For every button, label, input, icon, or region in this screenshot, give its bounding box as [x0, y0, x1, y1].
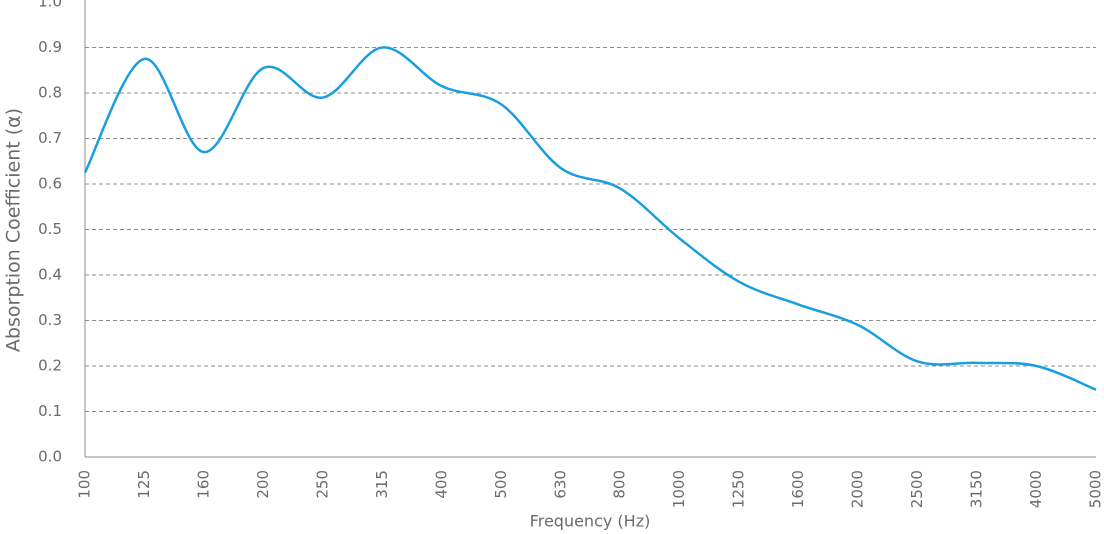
y-tick-label: 0.4	[38, 266, 62, 284]
y-tick-label: 0.5	[38, 220, 62, 238]
x-tick-label: 315	[373, 470, 391, 499]
x-tick-label: 800	[611, 470, 629, 499]
x-tick-label: 250	[313, 470, 331, 499]
x-tick-label: 100	[76, 470, 94, 499]
x-tick-label: 160	[194, 470, 212, 499]
y-tick-label: 0.1	[38, 402, 62, 420]
x-tick-label: 125	[135, 470, 153, 499]
y-axis-title: Absorption Coefficient (α)	[3, 108, 25, 352]
y-tick-label: 0.6	[38, 175, 62, 193]
x-tick-label: 4000	[1027, 470, 1045, 508]
y-tick-label: 0.7	[38, 129, 62, 147]
x-tick-label: 1000	[670, 470, 688, 508]
x-tick-label: 1250	[730, 470, 748, 508]
y-tick-label: 1.0	[38, 0, 62, 11]
y-tick-label: 0.9	[38, 38, 62, 56]
y-tick-label: 0.8	[38, 84, 62, 102]
x-tick-label: 400	[432, 470, 450, 499]
y-tick-label: 0.0	[38, 448, 62, 466]
x-tick-label: 2000	[849, 470, 867, 508]
x-tick-label: 3150	[968, 470, 986, 508]
x-axis-title: Frequency (Hz)	[530, 512, 651, 531]
x-tick-label: 200	[254, 470, 272, 499]
x-tick-label: 5000	[1087, 470, 1104, 508]
x-tick-label: 630	[551, 470, 569, 499]
y-tick-label: 0.3	[38, 311, 62, 329]
x-tick-label: 500	[492, 470, 510, 499]
x-tick-label: 2500	[908, 470, 926, 508]
data-line	[83, 46, 1097, 391]
x-tick-label: 1600	[789, 470, 807, 508]
y-tick-label: 0.2	[38, 357, 62, 375]
